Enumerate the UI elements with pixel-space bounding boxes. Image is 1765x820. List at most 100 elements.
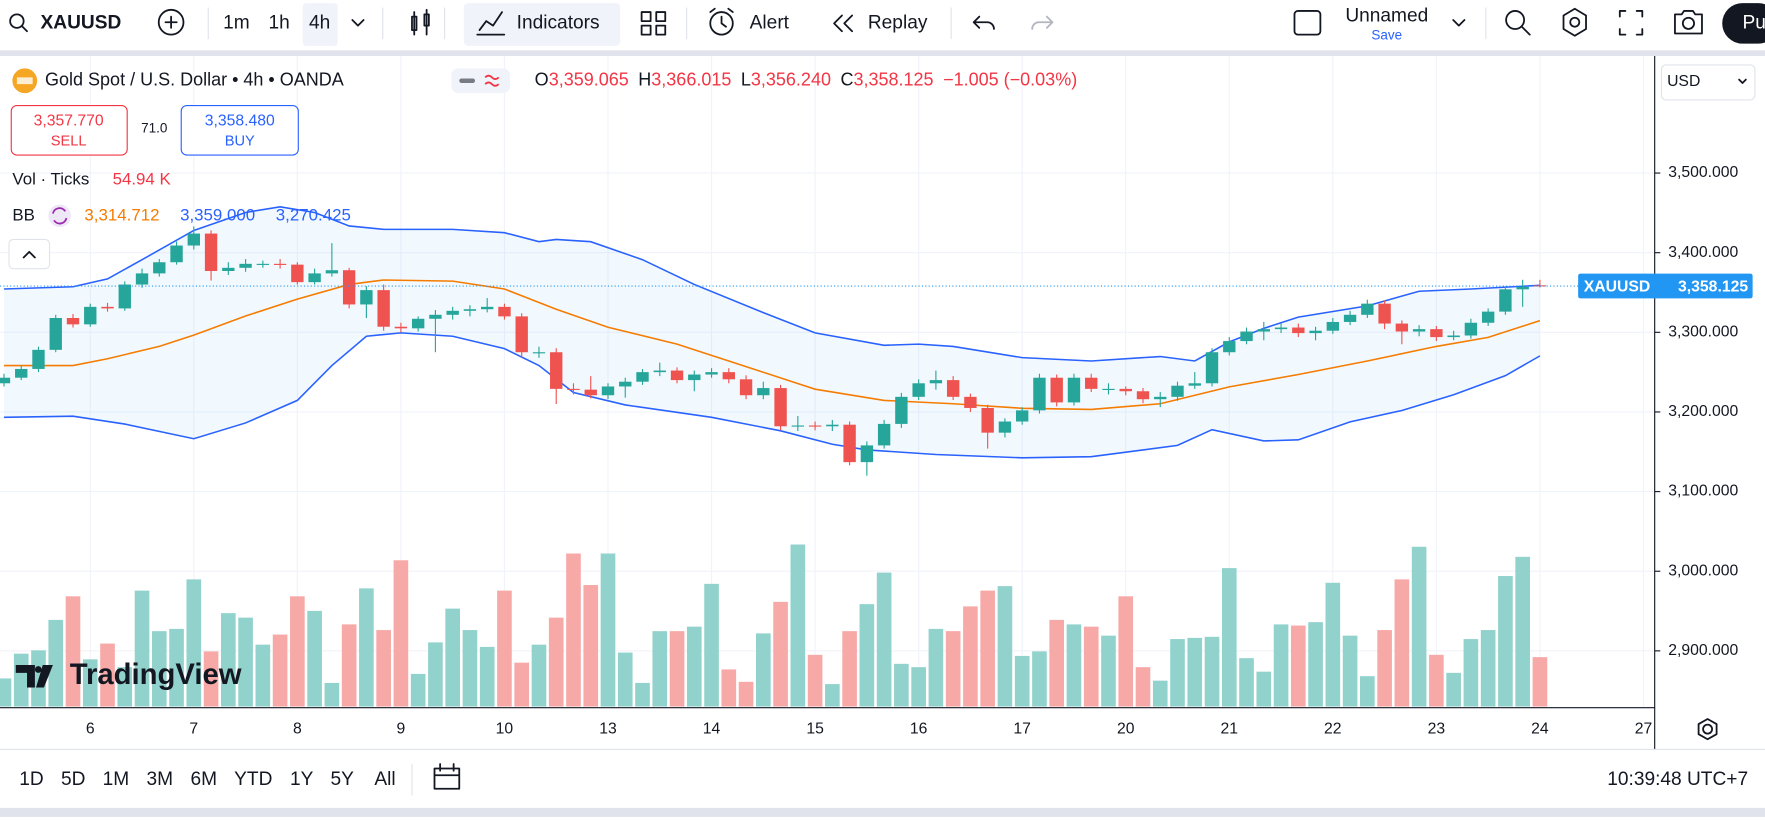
buy-price[interactable]: 3,358.480 bbox=[205, 112, 275, 129]
watermark-logo bbox=[15, 664, 53, 688]
volume-bar bbox=[1532, 657, 1548, 707]
volume-bar bbox=[1342, 635, 1358, 707]
save-button[interactable]: Save bbox=[1371, 27, 1402, 42]
candle-body bbox=[1067, 377, 1081, 403]
candle-body bbox=[308, 273, 321, 283]
volume-bar bbox=[186, 579, 202, 707]
chart-type-icon[interactable] bbox=[411, 8, 430, 36]
volume-bar bbox=[928, 628, 944, 707]
intervals: 1m 1h 4h bbox=[223, 12, 330, 33]
candle-body bbox=[1102, 388, 1115, 390]
buy-button[interactable] bbox=[180, 104, 299, 156]
alert-icon bbox=[709, 7, 734, 28]
symbol[interactable]: XAUUSD bbox=[41, 12, 122, 33]
undo-button[interactable] bbox=[972, 15, 995, 30]
layout-square[interactable] bbox=[1293, 10, 1322, 36]
x-tick-label: 27 bbox=[1635, 720, 1653, 737]
range-button[interactable]: All bbox=[374, 769, 395, 790]
range-button[interactable]: 1D bbox=[19, 769, 43, 790]
x-tick-label: 20 bbox=[1117, 720, 1135, 737]
volume-value: 54.94 K bbox=[113, 169, 172, 188]
range-button[interactable]: 6M bbox=[190, 769, 217, 790]
ohlc-value: 3,356.240 bbox=[751, 70, 831, 90]
collapse-button[interactable] bbox=[8, 238, 51, 270]
interval-button[interactable]: 1m bbox=[223, 12, 250, 33]
volume-bar bbox=[600, 553, 616, 707]
volume-bar bbox=[134, 590, 150, 707]
replay-button[interactable]: Replay bbox=[868, 12, 928, 33]
snapshot-button[interactable] bbox=[1674, 10, 1703, 35]
search-icon bbox=[21, 25, 28, 33]
volume-bar bbox=[721, 669, 737, 707]
compare-button[interactable] bbox=[157, 8, 185, 36]
bb-name[interactable]: BB bbox=[12, 205, 35, 224]
volume-bar bbox=[1411, 546, 1427, 707]
candle-body bbox=[1171, 385, 1184, 397]
candle-body bbox=[498, 306, 511, 317]
watermark: TradingView bbox=[15, 659, 242, 691]
volume-bar bbox=[1273, 624, 1289, 707]
interval-menu[interactable] bbox=[351, 19, 365, 27]
quick-search bbox=[1520, 25, 1531, 36]
layout-menu[interactable] bbox=[1452, 19, 1466, 27]
volume-bar bbox=[842, 631, 857, 707]
candle-body bbox=[1516, 286, 1529, 290]
sell-price[interactable]: 3,357.770 bbox=[34, 112, 104, 129]
legend: Gold Spot / U.S. Dollar • 4h • OANDA O3,… bbox=[8, 68, 1077, 270]
currency-button[interactable] bbox=[1660, 64, 1756, 101]
candle-body bbox=[1154, 396, 1167, 400]
axis-settings[interactable] bbox=[1702, 723, 1713, 735]
volume-bar bbox=[825, 684, 840, 707]
candle-body bbox=[946, 380, 960, 397]
volume-bar bbox=[548, 617, 564, 707]
volume-bar bbox=[341, 624, 357, 707]
interval-button[interactable]: 1h bbox=[269, 12, 290, 33]
range-button[interactable]: 5Y bbox=[330, 769, 354, 790]
indicators-button[interactable]: Indicators bbox=[517, 12, 600, 33]
quick-search[interactable] bbox=[1505, 10, 1526, 30]
bb-icon bbox=[52, 207, 68, 225]
sell-button[interactable] bbox=[10, 104, 128, 156]
volume-bar bbox=[203, 651, 219, 707]
y-tick-label: 3,400.000 bbox=[1668, 244, 1738, 261]
candle-body bbox=[101, 306, 114, 309]
last-price-value: 3,358.125 bbox=[1678, 278, 1748, 295]
last-price-tag bbox=[1578, 273, 1753, 299]
candle-body bbox=[463, 309, 477, 311]
x-tick-label: 6 bbox=[86, 720, 95, 737]
candle-body bbox=[774, 388, 787, 427]
range-button[interactable]: 1M bbox=[103, 769, 130, 790]
volume-bar bbox=[1049, 619, 1065, 707]
ohlc-value: 3,366.015 bbox=[651, 70, 731, 90]
redo-button[interactable] bbox=[1031, 15, 1054, 30]
search-icon[interactable] bbox=[9, 13, 25, 29]
volume-bar bbox=[324, 682, 340, 707]
publish-bg[interactable] bbox=[1722, 3, 1765, 44]
candle-body bbox=[1240, 331, 1253, 342]
range-button[interactable]: 5D bbox=[61, 769, 85, 790]
currency[interactable]: USD bbox=[1667, 73, 1700, 90]
interval-button[interactable]: 4h bbox=[309, 12, 330, 33]
range-button[interactable]: 1Y bbox=[290, 769, 314, 790]
settings-button[interactable] bbox=[1562, 7, 1587, 37]
range-button[interactable]: 3M bbox=[147, 769, 174, 790]
range-button[interactable]: YTD bbox=[234, 769, 272, 790]
layout-name[interactable]: Unnamed bbox=[1345, 6, 1428, 27]
volume-bar bbox=[48, 619, 64, 707]
candle-body bbox=[1430, 329, 1443, 338]
symbol-title[interactable]: Gold Spot / U.S. Dollar • 4h • OANDA bbox=[45, 70, 344, 90]
volume-bar bbox=[1463, 639, 1479, 707]
date-range-button[interactable] bbox=[433, 763, 461, 790]
candle-body bbox=[429, 314, 442, 319]
volume-bar bbox=[290, 596, 305, 707]
x-tick-label: 10 bbox=[496, 720, 514, 737]
alert-button[interactable]: Alert bbox=[750, 12, 790, 33]
volume-bar bbox=[65, 596, 81, 707]
buy-label[interactable]: BUY bbox=[225, 133, 255, 149]
publish-button[interactable]: Pu bbox=[1742, 12, 1765, 33]
layout-icon[interactable] bbox=[640, 11, 667, 36]
volume-name[interactable]: Vol · Ticks bbox=[12, 169, 89, 188]
fullscreen-button[interactable] bbox=[1618, 10, 1644, 36]
legend-toggle[interactable] bbox=[451, 68, 510, 94]
sell-label[interactable]: SELL bbox=[51, 133, 87, 149]
